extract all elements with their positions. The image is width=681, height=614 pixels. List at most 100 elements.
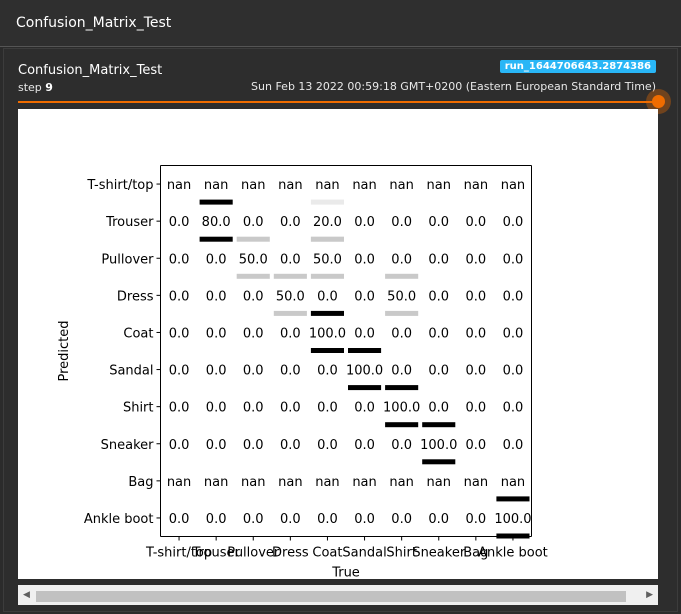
- cell-value-2-0: 0.0: [169, 252, 190, 267]
- y-tick-label-6: Shirt: [123, 401, 154, 416]
- y-tick-label-8: Bag: [128, 475, 153, 490]
- cell-edge-top-4-4: [310, 310, 344, 316]
- cell-value-0-2: nan: [241, 178, 265, 193]
- cell-value-4-8: 0.0: [466, 326, 487, 341]
- cell-value-8-1: nan: [204, 475, 228, 490]
- cell-value-5-6: 0.0: [391, 364, 412, 379]
- slider-thumb[interactable]: [652, 95, 665, 108]
- cell-value-6-8: 0.0: [466, 401, 487, 416]
- cell-value-2-1: 0.0: [206, 252, 227, 267]
- cell-value-3-4: 0.0: [317, 289, 338, 304]
- cell-value-3-0: 0.0: [169, 289, 190, 304]
- cell-value-5-9: 0.0: [503, 364, 524, 379]
- cell-value-9-5: 0.0: [354, 512, 375, 527]
- cell-edge-top-6-6: [385, 385, 419, 391]
- cell-value-4-6: 0.0: [391, 326, 412, 341]
- cell-value-7-3: 0.0: [280, 438, 301, 453]
- cell-value-7-7: 100.0: [420, 438, 457, 453]
- cell-value-7-6: 0.0: [391, 438, 412, 453]
- cell-value-2-9: 0.0: [503, 252, 524, 267]
- cell-edge-bottom-4-4: [310, 348, 344, 353]
- scroll-right-arrow-icon[interactable]: ▶: [646, 590, 653, 600]
- timestamp: Sun Feb 13 2022 00:59:18 GMT+0200 (Easte…: [251, 80, 656, 93]
- cell-value-6-4: 0.0: [317, 401, 338, 416]
- y-tick-label-0: T-shirt/top: [86, 178, 153, 193]
- y-tick-label-5: Sandal: [109, 364, 153, 379]
- cell-value-9-7: 0.0: [428, 512, 449, 527]
- run-badge: run_1644706643.2874386: [499, 60, 656, 73]
- cell-edge-top-3-3: [273, 273, 307, 279]
- cell-value-5-4: 0.0: [317, 364, 338, 379]
- cell-value-4-2: 0.0: [243, 326, 264, 341]
- cell-value-5-5: 100.0: [346, 364, 383, 379]
- plot-image: nan nan nan nan nan nan nan nan nan nan 0.0 80.0 0.0…: [18, 109, 658, 581]
- x-tick-label-2: Pullover: [227, 546, 280, 561]
- cell-value-0-3: nan: [278, 178, 302, 193]
- cell-value-8-4: nan: [315, 475, 339, 490]
- cell-edge-bottom-2-2: [236, 273, 270, 279]
- cell-value-7-4: 0.0: [317, 438, 338, 453]
- cell-edge-bottom-7-7: [422, 459, 456, 465]
- step-value: 9: [45, 81, 53, 94]
- cell-value-9-0: 0.0: [169, 512, 190, 527]
- x-tick-label-6: Shirt: [386, 546, 417, 561]
- x-tick-label-9: Ankle boot: [478, 546, 548, 561]
- cell-edge-top-7-7: [422, 422, 456, 428]
- cell-value-7-0: 0.0: [169, 438, 190, 453]
- cell-value-8-0: nan: [167, 475, 191, 490]
- cell-value-4-9: 0.0: [503, 326, 524, 341]
- cell-value-0-9: nan: [501, 178, 525, 193]
- cell-value-1-6: 0.0: [391, 215, 412, 230]
- cell-value-1-2: 0.0: [243, 215, 264, 230]
- cell-value-6-5: 0.0: [354, 401, 375, 416]
- x-tick-label-4: Coat: [312, 546, 342, 561]
- cell-edge-top-9-9: [496, 496, 530, 502]
- cell-value-2-3: 0.0: [280, 252, 301, 267]
- cell-value-4-0: 0.0: [169, 326, 190, 341]
- y-tick-label-2: Pullover: [101, 252, 154, 267]
- window-header: Confusion_Matrix_Test: [0, 0, 681, 47]
- cell-value-3-3: 50.0: [276, 289, 305, 304]
- cell-value-5-8: 0.0: [466, 364, 487, 379]
- cell-value-0-6: nan: [389, 178, 413, 193]
- x-axis-label: True: [331, 566, 360, 580]
- step-label: step: [18, 81, 42, 94]
- cell-value-1-5: 0.0: [354, 215, 375, 230]
- cell-value-6-9: 0.0: [503, 401, 524, 416]
- cell-value-2-8: 0.0: [466, 252, 487, 267]
- cell-value-7-2: 0.0: [243, 438, 264, 453]
- cell-value-4-7: 0.0: [428, 326, 449, 341]
- cell-value-4-1: 0.0: [206, 326, 227, 341]
- cell-value-1-3: 0.0: [280, 215, 301, 230]
- cell-value-5-3: 0.0: [280, 364, 301, 379]
- cell-value-2-6: 0.0: [391, 252, 412, 267]
- cell-value-4-4: 100.0: [309, 326, 346, 341]
- cell-edge-top-5-5: [348, 348, 382, 353]
- cell-value-8-5: nan: [352, 475, 376, 490]
- cell-edge-bottom-2-4: [310, 273, 344, 279]
- cell-value-1-0: 0.0: [169, 215, 190, 230]
- cell-value-6-3: 0.0: [280, 401, 301, 416]
- cell-value-1-1: 80.0: [202, 215, 231, 230]
- cell-value-9-3: 0.0: [280, 512, 301, 527]
- cell-edge-top-1-4: [310, 199, 344, 205]
- cell-value-9-6: 0.0: [391, 512, 412, 527]
- cell-value-8-3: nan: [278, 475, 302, 490]
- cell-value-3-7: 0.0: [428, 289, 449, 304]
- cell-value-9-9: 100.0: [494, 512, 531, 527]
- cell-value-0-8: nan: [464, 178, 488, 193]
- x-tick-label-8: Bag: [463, 546, 488, 561]
- cell-value-0-5: nan: [352, 178, 376, 193]
- step-slider[interactable]: [18, 95, 665, 108]
- y-tick-label-3: Dress: [117, 289, 154, 304]
- scroll-left-arrow-icon[interactable]: ◀: [23, 590, 30, 600]
- cell-value-2-7: 0.0: [428, 252, 449, 267]
- cell-value-8-9: nan: [501, 475, 525, 490]
- horizontal-scrollbar[interactable]: ◀ ▶: [18, 585, 658, 605]
- slider-fill: [18, 101, 658, 103]
- step-indicator: step 9: [18, 81, 53, 94]
- cell-value-4-3: 0.0: [280, 326, 301, 341]
- cell-value-3-5: 0.0: [354, 289, 375, 304]
- scrollbar-thumb[interactable]: [36, 591, 626, 602]
